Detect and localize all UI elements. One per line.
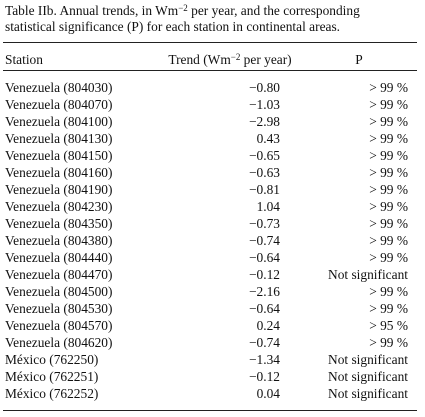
table-row: México (762251) −0.12 Not significant <box>0 368 425 385</box>
p-cell: > 99 % <box>369 182 408 197</box>
trend-cell: 0.04 <box>256 386 280 401</box>
p-cell: > 99 % <box>369 148 408 163</box>
p-cell: Not significant <box>328 352 408 367</box>
p-cell: > 99 % <box>369 97 408 112</box>
table-row: México (762250) −1.34 Not significant <box>0 351 425 368</box>
station-cell: Venezuela (804470) <box>5 267 113 282</box>
caption-line-1: Table IIb. Annual trends, in Wm−2 per ye… <box>5 3 419 19</box>
caption-line-1-end: per year, and the corresponding <box>187 3 360 18</box>
station-cell: Venezuela (804030) <box>5 80 113 95</box>
table-row: Venezuela (804070) −1.03 > 99 % <box>0 96 425 113</box>
trend-cell: −0.80 <box>249 80 280 95</box>
table-row: Venezuela (804380) −0.74 > 99 % <box>0 232 425 249</box>
trend-cell: −0.73 <box>249 216 280 231</box>
p-cell: > 99 % <box>369 199 408 214</box>
header-trend-exponent: −2 <box>230 52 241 62</box>
table-header-rule <box>3 70 417 71</box>
station-cell: Venezuela (804130) <box>5 131 113 146</box>
station-cell: México (762251) <box>5 369 99 384</box>
table-row: Venezuela (804030) −0.80 > 99 % <box>0 79 425 96</box>
trend-cell: 0.43 <box>256 131 280 146</box>
station-cell: Venezuela (804500) <box>5 284 113 299</box>
table-row: Venezuela (804530) −0.64 > 99 % <box>0 300 425 317</box>
p-cell: > 99 % <box>369 114 408 129</box>
station-cell: Venezuela (804570) <box>5 318 113 333</box>
station-cell: Venezuela (804620) <box>5 335 113 350</box>
trend-cell: −0.65 <box>249 148 280 163</box>
station-cell: Venezuela (804230) <box>5 199 113 214</box>
table-row: Venezuela (804190) −0.81 > 99 % <box>0 181 425 198</box>
table-row: Venezuela (804130) 0.43 > 99 % <box>0 130 425 147</box>
p-cell: > 99 % <box>369 301 408 316</box>
caption-unit-exponent: −2 <box>178 3 188 13</box>
station-cell: Venezuela (804530) <box>5 301 113 316</box>
station-cell: Venezuela (804160) <box>5 165 113 180</box>
trend-cell: −0.64 <box>249 250 280 265</box>
p-cell: > 99 % <box>369 131 408 146</box>
p-cell: > 99 % <box>369 284 408 299</box>
table-row: Venezuela (804350) −0.73 > 99 % <box>0 215 425 232</box>
table-body: Venezuela (804030) −0.80 > 99 % Venezuela (… <box>0 79 425 402</box>
header-trend: Trend (Wm−2 per year) <box>150 52 310 68</box>
p-cell: > 99 % <box>369 80 408 95</box>
table-header: Station Trend (Wm−2 per year) P <box>0 52 425 68</box>
p-cell: > 95 % <box>369 318 408 333</box>
trend-cell: −2.98 <box>249 114 280 129</box>
trend-cell: −2.16 <box>249 284 280 299</box>
station-cell: Venezuela (804100) <box>5 114 113 129</box>
trend-cell: −0.12 <box>249 267 280 282</box>
station-cell: Venezuela (804190) <box>5 182 113 197</box>
p-cell: Not significant <box>328 369 408 384</box>
trend-cell: −0.64 <box>249 301 280 316</box>
table-row: Venezuela (804160) −0.63 > 99 % <box>0 164 425 181</box>
station-cell: Venezuela (804070) <box>5 97 113 112</box>
table-row: Venezuela (804570) 0.24 > 95 % <box>0 317 425 334</box>
trend-cell: −0.74 <box>249 233 280 248</box>
table-row: Venezuela (804150) −0.65 > 99 % <box>0 147 425 164</box>
p-cell: > 99 % <box>369 233 408 248</box>
station-cell: México (762250) <box>5 352 99 367</box>
table-row: Venezuela (804500) −2.16 > 99 % <box>0 283 425 300</box>
trend-cell: −0.12 <box>249 369 280 384</box>
caption-line-1-start: Table IIb. Annual trends, in Wm <box>5 3 179 18</box>
table-row: Venezuela (804620) −0.74 > 99 % <box>0 334 425 351</box>
station-cell: México (762252) <box>5 386 99 401</box>
caption-line-2: statistical significance (P) for each st… <box>5 19 341 34</box>
p-cell: Not significant <box>328 386 408 401</box>
header-trend-start: Trend (Wm <box>168 52 231 67</box>
trend-cell: −0.81 <box>249 182 280 197</box>
p-cell: > 99 % <box>369 165 408 180</box>
p-cell: > 99 % <box>369 216 408 231</box>
table-caption: Table IIb. Annual trends, in Wm−2 per ye… <box>5 3 419 35</box>
header-trend-end: per year) <box>240 52 292 67</box>
p-cell: Not significant <box>328 267 408 282</box>
station-cell: Venezuela (804440) <box>5 250 113 265</box>
station-cell: Venezuela (804150) <box>5 148 113 163</box>
trend-cell: 0.24 <box>256 318 280 333</box>
table-row: Venezuela (804470) −0.12 Not significant <box>0 266 425 283</box>
p-cell: > 99 % <box>369 250 408 265</box>
p-cell: > 99 % <box>369 335 408 350</box>
table-row: Venezuela (804230) 1.04 > 99 % <box>0 198 425 215</box>
trend-cell: −1.34 <box>249 352 280 367</box>
table-row: México (762252) 0.04 Not significant <box>0 385 425 402</box>
trend-cell: −1.03 <box>249 97 280 112</box>
table-row: Venezuela (804100) −2.98 > 99 % <box>0 113 425 130</box>
station-cell: Venezuela (804380) <box>5 233 113 248</box>
table-top-rule <box>3 42 417 43</box>
table-row: Venezuela (804440) −0.64 > 99 % <box>0 249 425 266</box>
header-station: Station <box>5 52 43 67</box>
trend-cell: −0.74 <box>249 335 280 350</box>
table-bottom-rule <box>3 410 417 411</box>
station-cell: Venezuela (804350) <box>5 216 113 231</box>
trend-cell: 1.04 <box>256 199 280 214</box>
header-p: P <box>355 52 363 67</box>
trend-cell: −0.63 <box>249 165 280 180</box>
